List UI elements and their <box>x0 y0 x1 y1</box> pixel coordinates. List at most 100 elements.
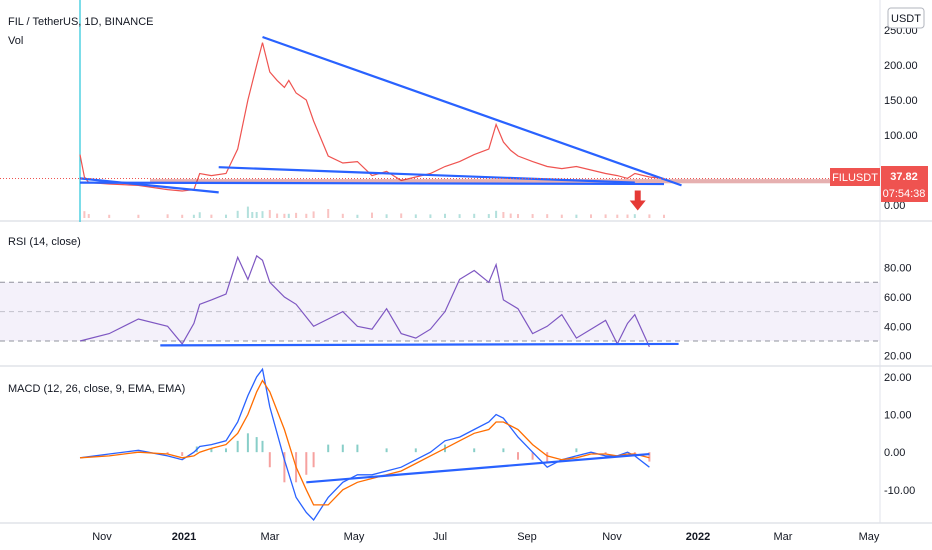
macd-histogram-bar <box>385 448 388 453</box>
volume-bar <box>276 213 279 218</box>
macd-histogram-bar <box>261 440 264 453</box>
macd-histogram-bar <box>546 452 549 464</box>
macd-histogram-bar <box>283 452 286 483</box>
macd-histogram-bar <box>268 452 271 468</box>
macd-histogram-bar <box>517 452 519 460</box>
volume-bar <box>414 214 417 218</box>
x-tick-label: May <box>344 531 365 543</box>
volume-bar <box>560 214 563 218</box>
y-tick-label: 0.00 <box>884 447 905 459</box>
rsi-title: RSI (14, close) <box>8 236 81 248</box>
x-tick-label: Mar <box>261 531 280 543</box>
macd-histogram-bar <box>502 448 505 453</box>
currency-button-label: USDT <box>891 13 921 25</box>
countdown-label: 07:54:38 <box>883 188 926 200</box>
volume-bar <box>166 214 169 218</box>
rsi-band-layer <box>0 281 880 342</box>
macd-histogram-bar <box>414 448 417 453</box>
support-zone <box>150 179 880 184</box>
macd-histogram-bar <box>181 452 184 456</box>
volume-bar <box>198 212 201 218</box>
volume-bar <box>261 211 264 218</box>
y-tick-label: 40.00 <box>884 321 912 333</box>
volume-bar <box>502 212 505 218</box>
volume-bar <box>575 214 578 218</box>
y-tick-label: -10.00 <box>884 485 915 497</box>
macd-histogram-bar <box>473 448 476 453</box>
volume-bars <box>83 206 665 218</box>
volume-bar <box>400 213 403 218</box>
volume-bar <box>268 209 271 218</box>
macd-title: MACD (12, 26, close, 9, EMA, EMA) <box>8 383 185 395</box>
volume-label: Vol <box>8 35 23 47</box>
volume-bar <box>87 214 90 218</box>
macd-histogram-bar <box>246 433 249 453</box>
volume-bar <box>83 211 86 218</box>
volume-bar <box>255 212 258 218</box>
price-trendline <box>79 177 219 194</box>
x-tick-label: Nov <box>602 531 622 543</box>
price-trendline <box>79 181 665 186</box>
x-tick-label: Jul <box>433 531 447 543</box>
y-tick-label: 80.00 <box>884 263 912 275</box>
macd-histogram-bar <box>648 452 651 462</box>
volume-bar <box>327 209 330 218</box>
macd-histogram-bar <box>225 448 227 453</box>
volume-bar <box>648 214 651 218</box>
volume-bar <box>663 214 665 218</box>
ticker-badge-label: FILUSDT <box>832 172 878 184</box>
annotations <box>0 35 880 484</box>
volume-bar <box>509 213 512 218</box>
volume-bar <box>626 214 629 218</box>
volume-bar <box>312 211 315 218</box>
y-tick-label: 150.00 <box>884 95 918 107</box>
macd-trendline <box>306 452 650 484</box>
x-tick-label: Nov <box>92 531 112 543</box>
y-tick-label: 20.00 <box>884 351 912 363</box>
volume-bar <box>458 214 461 218</box>
last-price-label: 37.82 <box>890 171 918 183</box>
price-badge: FILUSDT 37.82 07:54:38 <box>830 166 928 202</box>
volume-bar <box>108 214 111 218</box>
volume-bar <box>192 214 195 218</box>
volume-bar <box>210 214 213 218</box>
volume-bar <box>251 212 254 218</box>
x-tick-label: 2021 <box>172 531 196 543</box>
currency-button[interactable]: USDT <box>887 7 925 29</box>
volume-bar <box>429 214 432 218</box>
volume-bar <box>305 213 308 218</box>
volume-bar <box>385 214 388 218</box>
y-tick-label: 10.00 <box>884 409 912 421</box>
rsi-band <box>0 282 880 341</box>
x-tick-label: Mar <box>774 531 793 543</box>
macd-histogram-bar <box>210 448 213 453</box>
macd-histogram-bar <box>356 444 359 453</box>
volume-bar <box>487 214 490 218</box>
macd-histogram-bar <box>633 452 636 455</box>
volume-bar <box>444 213 446 218</box>
macd-histogram-bar <box>531 452 534 460</box>
volume-bar <box>590 214 592 218</box>
y-tick-label: 200.00 <box>884 60 918 72</box>
x-tick-label: May <box>859 531 880 543</box>
macd-histogram-bar <box>575 448 578 453</box>
volume-bar <box>604 214 607 218</box>
macd-histogram-bar <box>312 452 315 468</box>
macd-histogram-bar <box>255 437 258 453</box>
x-tick-label: 2022 <box>686 531 710 543</box>
macd-histogram-bar <box>327 444 330 453</box>
macd-histogram-bar <box>305 452 308 475</box>
price-trendline <box>262 35 682 187</box>
y-tick-label: 100.00 <box>884 130 918 142</box>
volume-bar <box>371 212 373 218</box>
volume-bar <box>517 214 519 218</box>
rsi-series-line <box>79 254 650 348</box>
volume-bar <box>137 214 140 218</box>
volume-bar <box>246 206 249 218</box>
series-lines <box>79 42 665 522</box>
volume-bar <box>633 214 636 218</box>
volume-bar <box>546 214 549 218</box>
price-series-line <box>79 42 665 192</box>
volume-bar <box>287 213 290 218</box>
